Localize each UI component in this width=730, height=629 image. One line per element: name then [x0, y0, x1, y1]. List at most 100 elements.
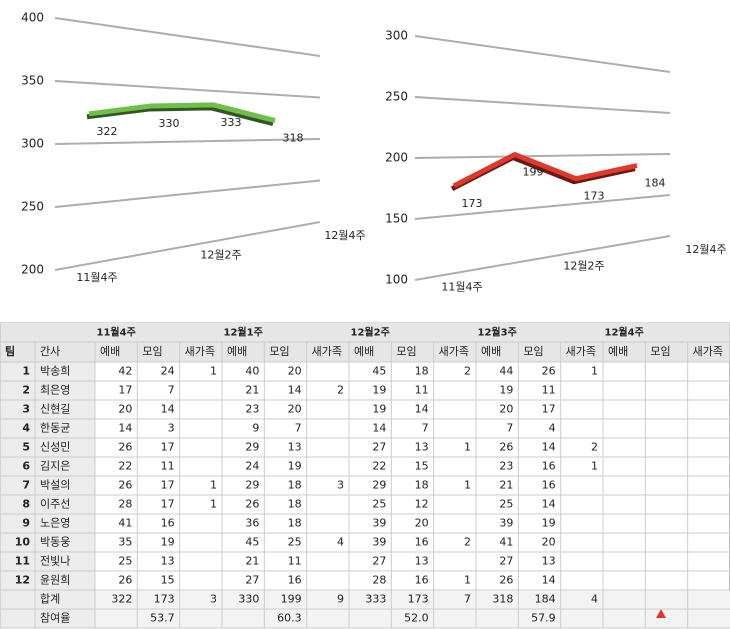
- y-tick-label: 150: [385, 212, 408, 226]
- value-cell: 26: [118, 479, 132, 492]
- value-cell: 20: [542, 536, 556, 549]
- value-cell: 45: [245, 536, 259, 549]
- value-cell: 19: [161, 536, 175, 549]
- value-cell: 16: [542, 479, 556, 492]
- value-cell: 13: [161, 555, 175, 568]
- name-cell: 노은영: [40, 517, 70, 530]
- data-label: 173: [462, 197, 483, 210]
- data-label: 173: [584, 190, 605, 203]
- value-cell: 17: [161, 498, 175, 511]
- y-tick-label: 250: [21, 200, 44, 214]
- value-cell: 19: [372, 403, 386, 416]
- value-cell: 28: [372, 574, 386, 587]
- value-cell: 41: [118, 517, 132, 530]
- value-cell: 42: [118, 365, 132, 378]
- value-cell: 4: [591, 593, 598, 606]
- team-number: 10: [15, 536, 31, 549]
- value-cell: 11: [288, 555, 302, 568]
- value-cell: 25: [499, 498, 513, 511]
- x-tick-label: 12월2주: [200, 249, 241, 262]
- value-cell: 23: [245, 403, 259, 416]
- value-cell: 14: [372, 422, 386, 435]
- value-cell: 9: [252, 422, 259, 435]
- team-number: 3: [22, 403, 30, 416]
- column-header: 새가족: [693, 345, 723, 358]
- value-cell: 7: [506, 422, 513, 435]
- value-cell: 29: [245, 479, 259, 492]
- data-label: 322: [97, 125, 118, 138]
- column-header: 새가족: [312, 345, 342, 358]
- value-cell: 27: [499, 555, 513, 568]
- value-cell: 16: [288, 574, 302, 587]
- team-number: 9: [22, 517, 30, 530]
- name-cell: 전빛나: [40, 555, 70, 568]
- value-cell: 3: [168, 422, 175, 435]
- value-cell: 35: [118, 536, 132, 549]
- team-number: 12: [15, 574, 30, 587]
- value-cell: 333: [365, 593, 386, 606]
- team-number: 8: [22, 498, 30, 511]
- name-cell: 합계: [40, 593, 60, 606]
- line: [88, 102, 276, 123]
- value-cell: 18: [288, 479, 302, 492]
- x-tick-label: 11월4주: [441, 281, 482, 294]
- value-cell: 11: [415, 384, 429, 397]
- name-cell: 신현길: [40, 403, 70, 416]
- value-cell: 24: [245, 460, 259, 473]
- team-number: 6: [22, 460, 30, 473]
- value-cell: 16: [161, 517, 175, 530]
- team-number: 7: [22, 479, 30, 492]
- column-header: 새가족: [566, 345, 596, 358]
- team-number: 1: [22, 365, 30, 378]
- value-cell: 173: [408, 593, 429, 606]
- value-cell: 11: [542, 384, 556, 397]
- column-header: 새가족: [185, 345, 215, 358]
- value-cell: 173: [154, 593, 175, 606]
- x-tick-label: 12월4주: [324, 229, 365, 242]
- column-header: 간사: [40, 345, 60, 358]
- value-cell: 2: [464, 536, 471, 549]
- value-cell: 25: [372, 498, 386, 511]
- value-cell: 22: [118, 460, 132, 473]
- column-header: 예배: [608, 345, 628, 358]
- value-cell: 15: [161, 574, 175, 587]
- value-cell: 26: [118, 441, 132, 454]
- column-header: 예배: [481, 345, 501, 358]
- grid-line: [54, 80, 321, 99]
- x-tick-label: 11월4주: [76, 271, 117, 284]
- value-cell: 21: [245, 555, 259, 568]
- value-cell: 18: [288, 517, 302, 530]
- value-cell: 18: [288, 498, 302, 511]
- value-cell: 14: [542, 574, 556, 587]
- grid-line: [54, 138, 321, 145]
- value-cell: 27: [372, 441, 386, 454]
- value-cell: 19: [542, 517, 556, 530]
- group-header: 12월4주: [605, 327, 644, 339]
- value-cell: 14: [415, 403, 429, 416]
- value-cell: 20: [288, 365, 302, 378]
- name-cell: 박동웅: [40, 536, 70, 549]
- value-cell: 22: [372, 460, 386, 473]
- value-cell: 2: [464, 365, 471, 378]
- x-tick-label: 12월4주: [685, 243, 726, 256]
- data-label: 330: [159, 117, 180, 130]
- column-header: 모임: [269, 345, 289, 358]
- value-cell: 1: [210, 365, 217, 378]
- name-cell: 한동균: [40, 422, 70, 435]
- name-cell: 김지은: [40, 460, 70, 473]
- value-cell: 16: [542, 460, 556, 473]
- value-cell: 57.9: [531, 612, 556, 625]
- value-cell: 14: [118, 422, 132, 435]
- value-cell: 17: [542, 403, 556, 416]
- value-cell: 39: [372, 536, 386, 549]
- value-cell: 29: [245, 441, 259, 454]
- value-cell: 16: [415, 574, 429, 587]
- line: [452, 152, 638, 189]
- value-cell: 60.3: [277, 612, 302, 625]
- name-cell: 신성민: [40, 441, 70, 454]
- value-cell: 24: [161, 365, 175, 378]
- value-cell: 12: [415, 498, 429, 511]
- value-cell: 1: [464, 441, 471, 454]
- value-cell: 13: [415, 441, 429, 454]
- line-side: [86, 105, 274, 126]
